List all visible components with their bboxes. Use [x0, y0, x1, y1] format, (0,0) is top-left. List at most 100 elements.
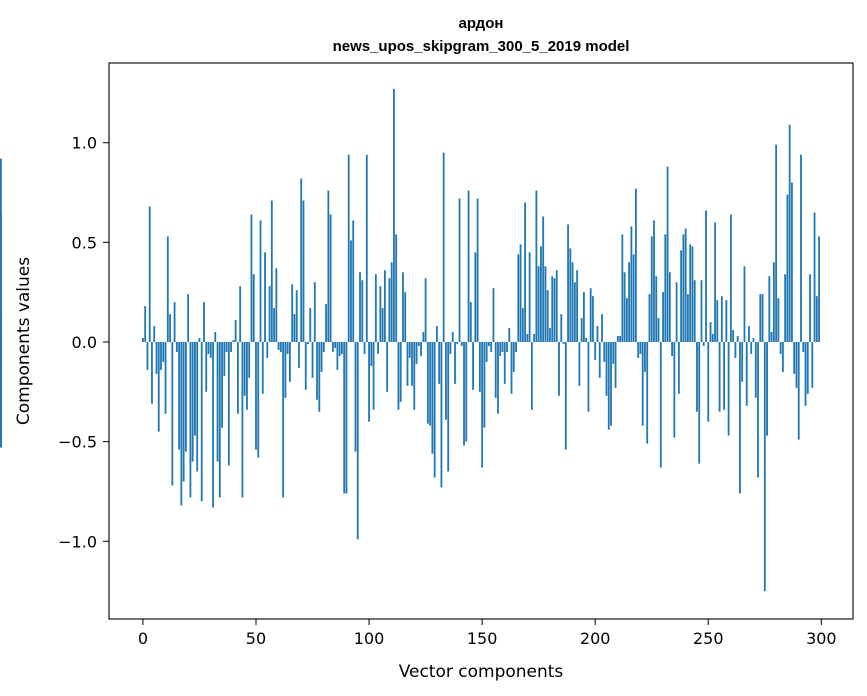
bar [533, 334, 536, 342]
bar [537, 266, 540, 342]
bar [429, 341, 432, 426]
bar [707, 341, 710, 422]
bar [641, 341, 644, 426]
bar [739, 341, 741, 494]
bar [772, 262, 775, 342]
bar [191, 341, 194, 462]
bar [200, 341, 203, 502]
bar [216, 341, 219, 462]
bar [282, 341, 285, 498]
bar [160, 341, 162, 370]
bar [526, 334, 529, 342]
bar [227, 341, 230, 466]
bar [325, 304, 327, 342]
bar [334, 341, 337, 348]
bar [426, 341, 429, 424]
bar [451, 332, 454, 342]
bar [329, 214, 332, 342]
y-tick-label: −1.0 [58, 532, 97, 551]
bar [680, 250, 683, 342]
bar [483, 341, 486, 428]
bar [524, 202, 527, 342]
bar [648, 294, 651, 342]
bar [417, 341, 420, 346]
x-axis-label: Vector components [399, 662, 564, 682]
bar [184, 341, 187, 452]
bar [435, 326, 438, 342]
bar [456, 341, 459, 344]
bar [431, 341, 434, 454]
bar [289, 341, 291, 382]
chart-title: ардон [459, 15, 504, 32]
bar [709, 322, 712, 342]
bar [218, 341, 221, 498]
bar [508, 328, 511, 342]
bar [169, 314, 171, 342]
bar [684, 228, 687, 342]
bar [551, 276, 554, 342]
bar [413, 341, 416, 410]
bar [573, 282, 576, 342]
bar [350, 240, 352, 342]
bar [657, 318, 660, 342]
x-tick-label: 150 [467, 629, 498, 648]
bar [320, 341, 323, 372]
bar [725, 300, 728, 342]
bar [316, 341, 318, 400]
bar [784, 274, 787, 342]
bar [270, 200, 273, 342]
bar [0, 212, 2, 342]
bar [142, 338, 144, 342]
bar [754, 341, 757, 398]
bar [372, 341, 375, 410]
y-tick-label: 1.0 [72, 134, 97, 153]
bar [248, 341, 251, 378]
bar [702, 341, 705, 346]
bar [383, 270, 386, 342]
bar [592, 296, 594, 342]
bar [209, 341, 212, 358]
bar [252, 274, 255, 342]
bar [212, 341, 214, 508]
bar [503, 341, 506, 384]
bar [512, 341, 515, 372]
bar [806, 341, 809, 394]
bar [698, 341, 701, 464]
bar [467, 190, 470, 342]
bar [420, 341, 422, 356]
bar [465, 341, 468, 442]
x-tick-label: 100 [354, 629, 385, 648]
bar [718, 341, 721, 412]
bar [440, 341, 443, 488]
bar [243, 341, 246, 396]
bar [402, 272, 404, 342]
bar [309, 308, 312, 342]
bar [662, 292, 664, 342]
bar [148, 206, 151, 342]
bar [781, 341, 784, 372]
bar [207, 341, 210, 354]
bar [621, 234, 624, 342]
bar [659, 341, 662, 468]
bar [612, 341, 615, 364]
bar [653, 220, 655, 342]
bar [214, 332, 217, 342]
bar [0, 341, 2, 446]
bar [628, 262, 631, 342]
bar [164, 341, 167, 414]
bar [553, 278, 556, 342]
bar [173, 302, 176, 342]
bar [178, 341, 181, 450]
bar [770, 332, 773, 342]
bar [279, 341, 282, 352]
bar [637, 341, 640, 358]
bar [815, 296, 818, 342]
bar [341, 341, 343, 354]
bar [395, 234, 398, 342]
bar [689, 244, 692, 342]
bar [198, 338, 201, 342]
bar [347, 154, 350, 342]
bar [194, 341, 196, 436]
bar [766, 341, 768, 436]
